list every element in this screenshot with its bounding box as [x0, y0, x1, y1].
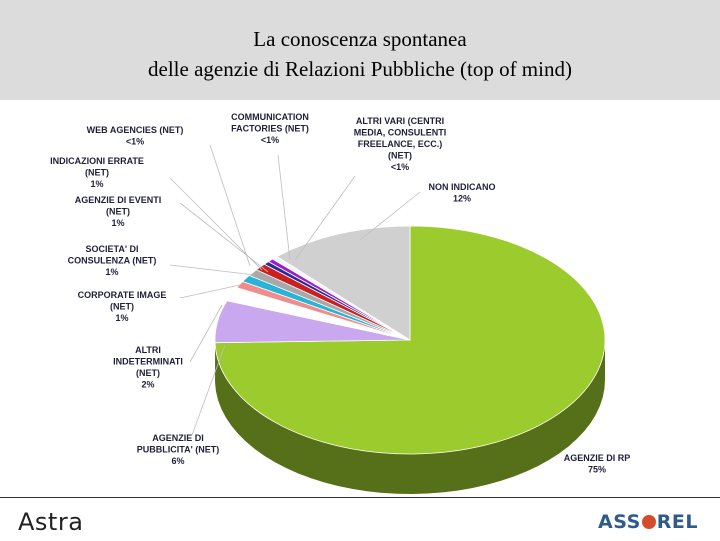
label-comm-line-0: COMMUNICATION — [231, 112, 309, 122]
leader-line-eventi — [180, 203, 268, 272]
label-altri_ind-line-1: INDETERMINATI — [113, 357, 183, 367]
label-web: WEB AGENCIES (NET) <1% — [87, 125, 184, 147]
label-errate-line-0: INDICAZIONI ERRATE — [50, 156, 144, 166]
assorel-logo: ASS REL — [598, 511, 698, 533]
label-corp-line-2: 1% — [115, 313, 128, 323]
label-corp-line-1: (NET) — [110, 302, 134, 312]
astra-logo: Astra — [18, 508, 83, 536]
label-eventi-line-1: (NET) — [106, 207, 130, 217]
label-vari-line-0: ALTRI VARI (CENTRI — [356, 116, 444, 126]
label-nonind-line-1: 12% — [453, 194, 471, 204]
label-altri_ind-line-3: 2% — [141, 380, 154, 390]
label-altri_ind: ALTRI INDETERMINATI(NET) 2% — [113, 345, 183, 390]
label-cons-line-2: 1% — [105, 267, 118, 277]
label-web-line-1: <1% — [126, 137, 144, 147]
label-vari-line-2: FREELANCE, ECC.) — [358, 139, 443, 149]
leader-line-web — [210, 145, 250, 266]
label-vari-line-1: MEDIA, CONSULENTI — [354, 128, 447, 138]
label-nonind: NON INDICANO 12% — [429, 182, 496, 204]
label-eventi-line-0: AGENZIE DI EVENTI — [75, 195, 162, 205]
pie-chart: WEB AGENCIES (NET) <1% COMMUNICATION FACTOR… — [0, 100, 720, 497]
assorel-logo-text-2: REL — [657, 511, 698, 533]
astra-logo-text: Astra — [18, 508, 83, 536]
label-comm: COMMUNICATION FACTORIES (NET)<1% — [231, 112, 309, 145]
label-vari-line-3: (NET) — [388, 151, 412, 161]
label-altri_ind-line-2: (NET) — [136, 368, 160, 378]
leader-line-cons — [170, 265, 255, 275]
label-pubb: AGENZIE DI PUBBLICITA' (NET)6% — [137, 433, 219, 466]
label-altri_ind-line-0: ALTRI — [135, 345, 161, 355]
label-errate: INDICAZIONI ERRATE (NET)1% — [50, 156, 144, 189]
title-band: La conoscenza spontanea delle agenzie di… — [0, 0, 720, 100]
label-rp: AGENZIE DI RP 75% — [564, 453, 631, 475]
label-web-line-0: WEB AGENCIES (NET) — [87, 125, 184, 135]
label-rp-line-0: AGENZIE DI RP — [564, 453, 631, 463]
assorel-dot-icon — [642, 515, 656, 529]
footer: Astra ASS REL — [0, 497, 720, 541]
label-eventi-line-2: 1% — [111, 218, 124, 228]
label-errate-line-2: 1% — [90, 179, 103, 189]
label-cons-line-0: SOCIETA' DI — [86, 244, 139, 254]
label-vari-line-4: <1% — [391, 162, 409, 172]
label-pubb-line-0: AGENZIE DI — [152, 433, 204, 443]
label-cons: SOCIETA' DI CONSULENZA (NET)1% — [68, 244, 157, 277]
label-comm-line-2: <1% — [261, 135, 279, 145]
label-corp: CORPORATE IMAGE (NET)1% — [78, 290, 167, 323]
label-errate-line-1: (NET) — [85, 168, 109, 178]
assorel-logo-text-1: ASS — [598, 511, 641, 533]
label-cons-line-1: CONSULENZA (NET) — [68, 256, 157, 266]
label-pubb-line-1: PUBBLICITA' (NET) — [137, 445, 219, 455]
label-nonind-line-0: NON INDICANO — [429, 182, 496, 192]
chart-title-line1: La conoscenza spontanea — [0, 27, 720, 52]
label-pubb-line-2: 6% — [171, 456, 184, 466]
label-rp-line-1: 75% — [588, 465, 606, 475]
chart-title-line2: delle agenzie di Relazioni Pubbliche (to… — [0, 57, 720, 82]
label-comm-line-1: FACTORIES (NET) — [231, 124, 309, 134]
label-eventi: AGENZIE DI EVENTI (NET)1% — [75, 195, 162, 228]
leader-line-comm — [278, 155, 290, 260]
label-corp-line-0: CORPORATE IMAGE — [78, 290, 167, 300]
